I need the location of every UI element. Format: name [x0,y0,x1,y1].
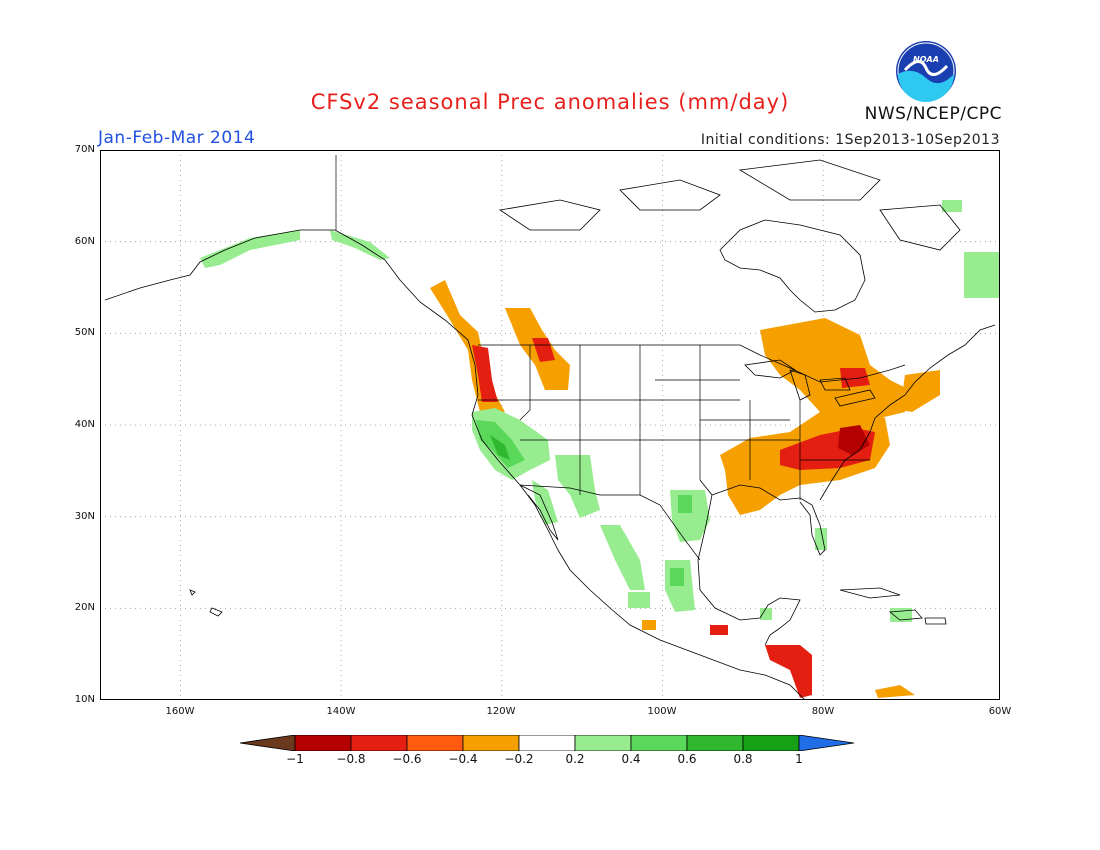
anomaly-region-mid-atlantic-core [838,425,870,455]
anomaly-region-baja [532,480,558,525]
y-tick-label: 10N [74,694,95,705]
colorbar-tick-label: 0.4 [621,752,641,766]
y-tick-label: 60N [74,236,95,247]
y-tick-label: 70N [74,144,95,155]
colorbar [240,735,855,751]
map-panel [100,150,1000,700]
agency-label: NWS/NCEP/CPC [864,104,1002,124]
colorbar-cell [574,735,632,751]
anomaly-region-mexico-sw [628,592,650,608]
x-tick-label: 140W [326,706,356,717]
anomaly-region-alaska [200,230,300,268]
svg-text:NOAA: NOAA [913,55,939,64]
anomaly-region-yucatan [760,608,772,620]
x-tick-label: 120W [486,706,516,717]
colorbar-cell [686,735,744,751]
colorbar-tick-label: −0.4 [448,752,478,766]
x-tick-label: 60W [988,706,1012,717]
anomaly-region-alaska-panhandle [330,230,390,260]
colorbar-cell [294,735,352,751]
colorbar-arrow-high [798,735,855,751]
colorbar-tick-label: −1 [286,752,304,766]
colorbar-tick-label: −0.6 [392,752,422,766]
anomaly-region-mexico-pacific [642,620,656,630]
anomaly-region-texas-strong [678,495,692,513]
colorbar-cell [462,735,520,751]
coastlines [104,159,996,700]
colorbar-cell [630,735,688,751]
x-tick-label: 80W [811,706,835,717]
colorbar-cell [518,735,576,751]
anomaly-region-mexico-south [710,625,728,635]
colorbar-tick-label: 0.2 [565,752,585,766]
anomaly-region-mexico-west [600,525,645,590]
season-label: Jan-Feb-Mar 2014 [98,128,256,148]
anomaly-region-central-america [765,645,812,698]
colorbar-tick-label: 1 [795,752,803,766]
colorbar-cell [742,735,800,751]
colorbar-cell [406,735,464,751]
y-tick-label: 40N [74,419,95,430]
y-tick-label: 50N [74,327,95,338]
anomaly-region-labrador [964,252,1000,298]
y-tick-label: 30N [74,511,95,522]
anomaly-region-california-core [490,435,510,460]
anomaly-region-caribbean-south [875,685,915,698]
x-tick-label: 100W [647,706,677,717]
anomaly-region-northern-rockies-strong [532,338,555,362]
anomaly-region-greenland-south [942,200,962,212]
colorbar-cell [350,735,408,751]
colorbar-tick-label: −0.8 [336,752,366,766]
colorbar-tick-label: 0.8 [733,752,753,766]
chart-title: CFSv2 seasonal Prec anomalies (mm/day) [310,90,790,114]
anomaly-region-southwest [555,455,600,518]
x-tick-label: 160W [165,706,195,717]
anomaly-region-new-england [900,370,940,412]
colorbar-tick-label: 0.6 [677,752,697,766]
political-borders [335,155,906,561]
colorbar-tick-label: −0.2 [504,752,534,766]
anomaly-region-gulf-mexico-west-strong [670,568,684,586]
y-tick-label: 20N [74,602,95,613]
colorbar-arrow-low [240,735,296,751]
noaa-logo-icon: NOAA [896,41,956,102]
initial-conditions-label: Initial conditions: 1Sep2013-10Sep2013 [700,132,1000,148]
precip-anomaly-shading [200,200,1000,698]
anomaly-region-pacific-nw-strong [472,345,498,402]
